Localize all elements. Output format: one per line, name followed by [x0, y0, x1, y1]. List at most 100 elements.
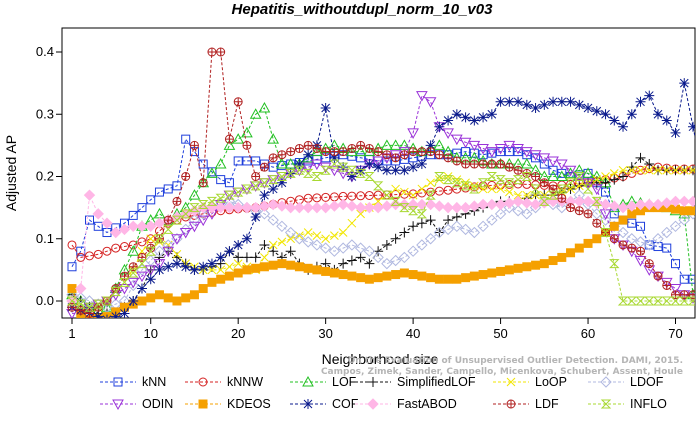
data-point	[662, 243, 672, 253]
data-point	[207, 277, 217, 287]
data-point	[539, 99, 550, 110]
data-point	[163, 215, 173, 225]
data-point	[416, 91, 428, 102]
data-point	[486, 214, 498, 226]
data-point	[338, 228, 348, 237]
data-point	[399, 203, 410, 213]
data-point	[477, 178, 489, 188]
data-point	[330, 231, 339, 240]
data-point	[372, 181, 384, 191]
data-point	[504, 96, 515, 107]
legend-label: LOF	[332, 375, 357, 389]
data-point	[678, 195, 690, 208]
data-point	[496, 184, 505, 194]
credit-line-1: On the Evaluation of Unsupervised Outlie…	[348, 356, 683, 366]
data-point	[460, 181, 471, 191]
data-point	[671, 259, 681, 269]
data-point	[443, 274, 453, 284]
data-point	[688, 274, 695, 284]
data-point	[679, 78, 690, 89]
data-point	[434, 150, 444, 160]
data-point	[478, 150, 488, 160]
legend-item-cof: COF	[290, 397, 359, 411]
data-point	[486, 109, 497, 120]
data-point	[260, 253, 269, 262]
data-point	[583, 209, 593, 219]
data-point	[311, 201, 323, 214]
data-point	[486, 198, 498, 211]
data-point	[636, 246, 646, 256]
data-point	[566, 248, 576, 258]
data-point	[321, 147, 331, 157]
data-point	[416, 218, 427, 229]
data-point	[469, 271, 479, 281]
data-point	[426, 178, 435, 188]
y-tick-label: 0.0	[36, 293, 54, 308]
data-point	[566, 203, 576, 213]
data-point	[434, 175, 444, 184]
data-point	[347, 271, 357, 281]
data-point	[267, 175, 279, 185]
data-point	[207, 47, 217, 57]
data-point	[206, 196, 218, 206]
data-point	[381, 200, 393, 212]
data-point	[504, 162, 514, 172]
data-point	[250, 211, 261, 222]
data-point	[468, 140, 481, 152]
data-point	[443, 185, 453, 195]
data-point	[206, 167, 218, 178]
data-point	[382, 271, 392, 281]
data-point	[329, 147, 339, 157]
legend-label: KDEOS	[227, 397, 271, 411]
data-point	[450, 134, 463, 146]
data-point	[487, 159, 497, 169]
data-point	[144, 265, 157, 276]
data-point	[92, 208, 104, 220]
data-point	[574, 206, 584, 216]
data-point	[189, 203, 200, 213]
data-point	[653, 271, 663, 281]
data-point	[145, 220, 157, 233]
data-point	[565, 96, 576, 107]
data-point	[643, 198, 655, 211]
data-point	[661, 115, 672, 126]
data-point	[216, 265, 226, 275]
axis-layer: 1 10 20 30 40 50 60 70 0.0 0.1 0.2 0.3 0.4	[36, 44, 683, 341]
data-point	[250, 181, 261, 191]
data-point	[347, 143, 357, 153]
data-point	[338, 258, 349, 269]
data-point	[478, 181, 488, 191]
data-point	[399, 150, 409, 160]
data-point	[321, 192, 331, 202]
data-point	[618, 240, 628, 250]
data-point	[618, 215, 628, 225]
data-point	[442, 175, 454, 185]
data-point	[363, 145, 376, 157]
data-point	[268, 153, 278, 163]
data-point	[503, 140, 516, 152]
data-point	[662, 280, 672, 290]
data-point	[171, 215, 183, 225]
data-point	[459, 137, 472, 149]
data-point	[241, 184, 253, 194]
data-point	[531, 172, 541, 181]
data-point	[399, 189, 409, 199]
y-tick-label: 0.4	[36, 44, 54, 59]
data-point	[627, 165, 637, 175]
data-point	[268, 246, 279, 257]
data-point	[442, 223, 454, 236]
data-point	[573, 164, 586, 175]
data-point	[128, 240, 138, 250]
data-point	[574, 243, 584, 253]
data-point	[136, 220, 148, 233]
data-point	[442, 201, 454, 214]
data-point	[601, 172, 610, 181]
data-point	[564, 165, 577, 177]
data-point	[286, 260, 296, 270]
data-point	[424, 198, 437, 211]
legend-marker	[368, 377, 378, 387]
data-point	[496, 147, 506, 157]
data-point	[531, 260, 541, 270]
data-point	[162, 246, 175, 258]
data-point	[574, 181, 584, 191]
